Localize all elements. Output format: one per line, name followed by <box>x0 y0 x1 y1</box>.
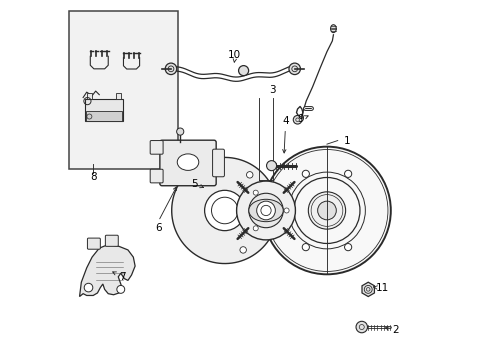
Circle shape <box>236 181 295 240</box>
Ellipse shape <box>248 199 283 222</box>
Bar <box>116 93 121 99</box>
Polygon shape <box>80 244 135 297</box>
Ellipse shape <box>177 154 198 170</box>
Circle shape <box>84 283 93 292</box>
Circle shape <box>246 172 252 178</box>
FancyBboxPatch shape <box>160 140 216 186</box>
Circle shape <box>248 193 283 228</box>
Circle shape <box>204 190 244 231</box>
Circle shape <box>253 190 258 195</box>
Circle shape <box>263 147 390 274</box>
Circle shape <box>117 285 124 293</box>
Polygon shape <box>85 99 122 121</box>
Text: 7: 7 <box>113 272 125 282</box>
Circle shape <box>238 66 248 76</box>
Circle shape <box>240 247 246 253</box>
Circle shape <box>284 208 288 213</box>
Text: 4: 4 <box>282 116 288 153</box>
Text: 8: 8 <box>90 172 96 182</box>
Circle shape <box>266 161 276 171</box>
Circle shape <box>308 192 345 229</box>
Circle shape <box>165 63 176 75</box>
Circle shape <box>176 128 183 135</box>
Circle shape <box>344 244 351 251</box>
Circle shape <box>344 170 351 177</box>
FancyBboxPatch shape <box>212 149 224 177</box>
Circle shape <box>302 170 309 177</box>
Text: 11: 11 <box>373 283 389 293</box>
Bar <box>87 93 91 99</box>
Polygon shape <box>171 157 277 264</box>
Text: 2: 2 <box>385 325 398 335</box>
Bar <box>69 12 178 169</box>
Ellipse shape <box>330 25 336 33</box>
FancyBboxPatch shape <box>87 238 100 249</box>
Text: 3: 3 <box>268 85 275 95</box>
Bar <box>86 111 122 121</box>
Text: 1: 1 <box>343 136 349 145</box>
FancyBboxPatch shape <box>150 169 163 183</box>
FancyBboxPatch shape <box>105 235 118 246</box>
Circle shape <box>253 226 258 231</box>
Text: 9: 9 <box>297 114 307 124</box>
Circle shape <box>355 321 367 333</box>
FancyBboxPatch shape <box>150 140 163 154</box>
Circle shape <box>293 116 301 124</box>
Text: 10: 10 <box>228 50 241 60</box>
Circle shape <box>288 63 300 75</box>
Text: 6: 6 <box>155 224 162 233</box>
Text: 5: 5 <box>191 179 203 189</box>
Circle shape <box>302 244 309 251</box>
Polygon shape <box>361 282 374 297</box>
Circle shape <box>256 201 275 220</box>
Circle shape <box>317 201 336 220</box>
